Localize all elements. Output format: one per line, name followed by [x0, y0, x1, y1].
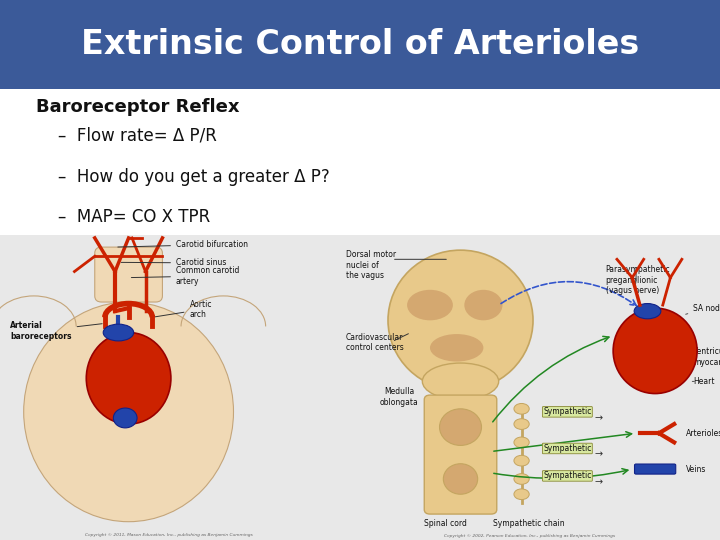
Text: Veins: Veins — [685, 465, 706, 474]
Text: Arterial
baroreceptors: Arterial baroreceptors — [10, 321, 102, 341]
Text: –  MAP= CO X TPR: – MAP= CO X TPR — [58, 208, 210, 226]
Ellipse shape — [423, 363, 499, 400]
Text: Common carotid
artery: Common carotid artery — [131, 266, 239, 286]
Ellipse shape — [430, 334, 483, 361]
Ellipse shape — [86, 333, 171, 424]
Ellipse shape — [103, 324, 134, 341]
FancyBboxPatch shape — [424, 395, 497, 514]
Text: Parasympathetic
preganglionic
(vagus nerve): Parasympathetic preganglionic (vagus ner… — [606, 266, 670, 295]
Text: →: → — [594, 477, 602, 487]
Ellipse shape — [113, 408, 137, 428]
Text: Ventricular
myocardium: Ventricular myocardium — [693, 347, 720, 367]
Ellipse shape — [514, 403, 529, 414]
Text: Medulla
oblongata: Medulla oblongata — [380, 388, 419, 407]
Ellipse shape — [514, 455, 529, 466]
Text: –  How do you get a greater Δ P?: – How do you get a greater Δ P? — [58, 167, 329, 186]
Text: Sympathetic chain: Sympathetic chain — [493, 518, 565, 528]
Text: Sympathetic: Sympathetic — [543, 471, 592, 481]
Text: Dorsal motor
nuclei of
the vagus: Dorsal motor nuclei of the vagus — [346, 250, 396, 280]
Ellipse shape — [613, 308, 697, 394]
Bar — [0, 0, 720, 89]
Ellipse shape — [444, 464, 477, 494]
Text: Cardiovascular
control centers: Cardiovascular control centers — [346, 333, 404, 352]
Ellipse shape — [514, 418, 529, 429]
Bar — [0, 89, 720, 235]
Text: Carotid sinus: Carotid sinus — [121, 259, 226, 267]
Ellipse shape — [464, 290, 503, 320]
Text: SA node: SA node — [685, 304, 720, 314]
Text: Sympathetic: Sympathetic — [543, 407, 592, 416]
Ellipse shape — [514, 474, 529, 484]
Text: →: → — [594, 413, 602, 423]
Text: Heart: Heart — [693, 377, 715, 386]
Text: Copyright © 2011, Mason Education, Inc., publishing as Benjamin Cummings: Copyright © 2011, Mason Education, Inc.,… — [86, 533, 253, 537]
Text: Baroreceptor Reflex: Baroreceptor Reflex — [36, 98, 240, 116]
Ellipse shape — [514, 489, 529, 500]
Ellipse shape — [634, 303, 661, 319]
Text: Arterioles: Arterioles — [685, 429, 720, 438]
Text: Sympathetic: Sympathetic — [543, 444, 592, 453]
Ellipse shape — [514, 437, 529, 448]
Text: →: → — [594, 450, 602, 460]
FancyBboxPatch shape — [634, 464, 676, 474]
Ellipse shape — [439, 409, 482, 446]
Text: Aortic
arch: Aortic arch — [155, 300, 212, 319]
FancyBboxPatch shape — [95, 247, 163, 302]
Text: Spinal cord: Spinal cord — [424, 518, 467, 528]
Text: –  Flow rate= Δ P/R: – Flow rate= Δ P/R — [58, 127, 217, 145]
Ellipse shape — [388, 250, 533, 390]
Ellipse shape — [24, 302, 233, 522]
Text: Carotid bifurcation: Carotid bifurcation — [118, 240, 248, 249]
Text: Extrinsic Control of Arterioles: Extrinsic Control of Arterioles — [81, 28, 639, 61]
Ellipse shape — [407, 290, 453, 320]
Text: Copyright © 2002, Pearson Education, Inc., publishing as Benjamin Cummings: Copyright © 2002, Pearson Education, Inc… — [444, 535, 615, 538]
